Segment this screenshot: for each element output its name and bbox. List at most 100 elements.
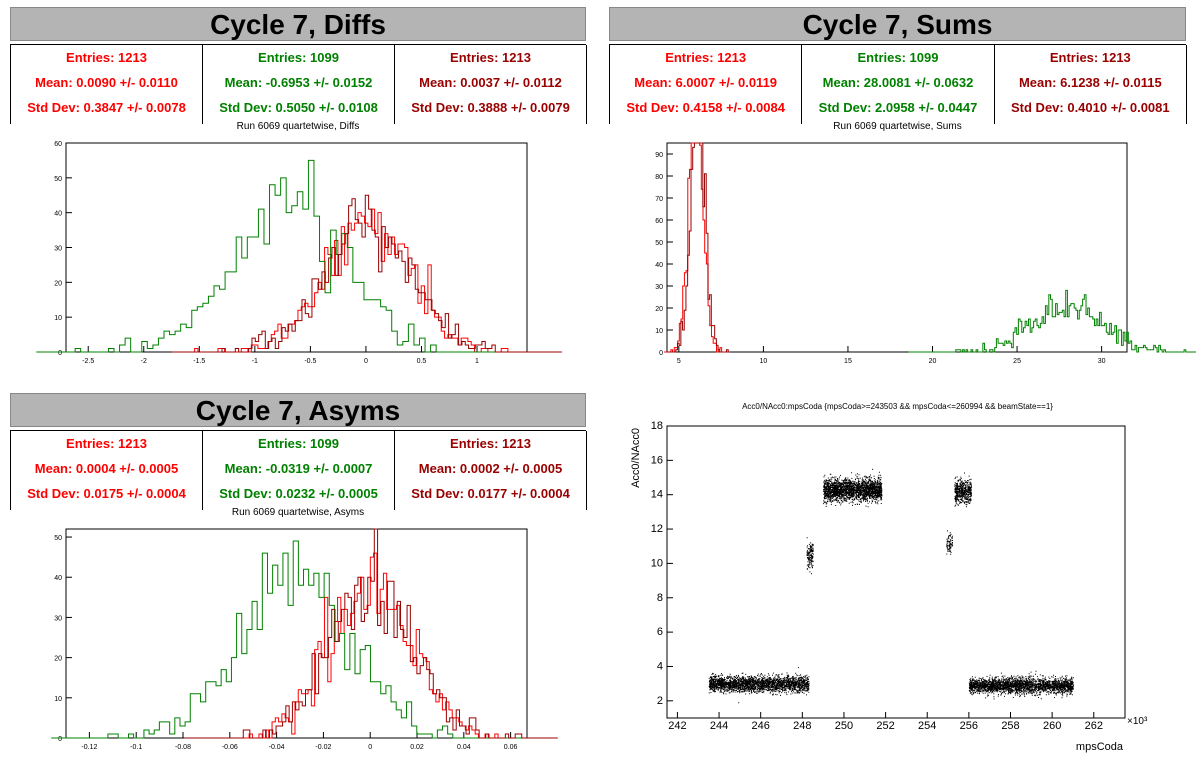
y-tick-label: 80 bbox=[655, 174, 663, 181]
stat-std: Std Dev: 2.0958 +/- 0.0447 bbox=[818, 100, 978, 115]
y-tick-label: 0 bbox=[58, 350, 62, 357]
stat-std: Std Dev: 0.0232 +/- 0.0005 bbox=[219, 486, 378, 501]
y-tick-label: 40 bbox=[655, 262, 663, 269]
y-axis-label: Acc0/NAcc0 bbox=[630, 428, 642, 488]
histogram-series-green bbox=[51, 540, 541, 739]
plot-frame bbox=[666, 142, 1128, 353]
x-axis-label: mpsCoda bbox=[1076, 741, 1124, 753]
stat-std: Std Dev: 0.4010 +/- 0.0081 bbox=[1011, 100, 1170, 115]
plot-frame bbox=[65, 528, 528, 739]
stat-entries: Entries: 1213 bbox=[450, 436, 531, 451]
asyms-panel: Cycle 7, Asyms Entries: 1213 Mean: 0.000… bbox=[10, 393, 587, 763]
y-tick-label: 2 bbox=[657, 695, 663, 707]
y-tick-label: 60 bbox=[655, 218, 663, 225]
y-tick-label: 70 bbox=[655, 196, 663, 203]
x-tick-label: 0.02 bbox=[410, 744, 424, 751]
asyms-subtitle: Run 6069 quartetwise, Asyms bbox=[231, 507, 365, 518]
x-tick-label: -1.5 bbox=[193, 358, 205, 365]
y-tick-label: 50 bbox=[655, 240, 663, 247]
sums-subtitle: Run 6069 quartetwise, Sums bbox=[833, 121, 962, 132]
x-tick-label: 254 bbox=[918, 720, 936, 732]
plot-frame bbox=[666, 425, 1126, 719]
x-tick-label: -0.1 bbox=[130, 744, 142, 751]
stat-std: Std Dev: 0.4158 +/- 0.0084 bbox=[626, 100, 785, 115]
x-tick-label: 246 bbox=[752, 720, 770, 732]
y-tick-label: 6 bbox=[657, 626, 663, 638]
diffs-title: Cycle 7, Diffs bbox=[10, 7, 586, 41]
x-tick-label: 15 bbox=[844, 358, 852, 365]
y-tick-label: 10 bbox=[655, 328, 663, 335]
histogram-series-dred bbox=[667, 142, 730, 353]
y-tick-label: 8 bbox=[657, 592, 663, 604]
sums-panel: Cycle 7, Sums Entries: 1213 Mean: 6.0007… bbox=[609, 7, 1187, 377]
x-tick-label: -0.5 bbox=[304, 358, 316, 365]
stat-entries: Entries: 1213 bbox=[66, 436, 147, 451]
scatter-points bbox=[806, 537, 814, 575]
stat-mean: Mean: -0.6953 +/- 0.0152 bbox=[224, 75, 373, 90]
scatter-points bbox=[708, 667, 810, 704]
y-tick-label: 20 bbox=[54, 656, 62, 663]
x-tick-label: 10 bbox=[759, 358, 767, 365]
stat-mean: Mean: 28.0081 +/- 0.0632 bbox=[822, 75, 974, 90]
diffs-stats-box: Entries: 1213 Mean: 0.0090 +/- 0.0110 St… bbox=[10, 44, 587, 124]
x-tick-label: 30 bbox=[1098, 358, 1106, 365]
asyms-histogram: -0.12 -0.1 -0.08 -0.06 -0.04 -0.02 0 0.02 0.04 0.… bbox=[51, 528, 558, 751]
y-tick-label: 10 bbox=[54, 696, 62, 703]
y-tick-label: 40 bbox=[54, 575, 62, 582]
stat-entries: Entries: 1213 bbox=[450, 50, 531, 65]
scatter-points bbox=[946, 530, 954, 555]
x-tick-label: -0.06 bbox=[222, 744, 238, 751]
histogram-series-dred bbox=[184, 528, 558, 739]
y-tick-label: 60 bbox=[54, 141, 62, 148]
asyms-stats-green: Entries: 1099 Mean: -0.0319 +/- 0.0007 S… bbox=[202, 431, 395, 510]
stat-std: Std Dev: 0.0177 +/- 0.0004 bbox=[411, 486, 570, 501]
sums-title: Cycle 7, Sums bbox=[609, 7, 1186, 41]
scatter-points bbox=[968, 670, 1074, 700]
stat-std: Std Dev: 0.3888 +/- 0.0079 bbox=[411, 100, 570, 115]
diffs-stats-red: Entries: 1213 Mean: 0.0090 +/- 0.0110 St… bbox=[10, 45, 203, 124]
scatter-title: Acc0/NAcc0:mpsCoda {mpsCoda>=243503 && m… bbox=[742, 402, 1053, 411]
diffs-subtitle: Run 6069 quartetwise, Diffs bbox=[236, 121, 360, 132]
x-tick-label: -0.04 bbox=[269, 744, 285, 751]
x-tick-label: -1 bbox=[252, 358, 258, 365]
x-tick-label: 0.5 bbox=[417, 358, 427, 365]
asyms-title: Cycle 7, Asyms bbox=[10, 393, 586, 427]
stat-entries: Entries: 1213 bbox=[1049, 50, 1131, 65]
stat-entries: Entries: 1099 bbox=[857, 50, 939, 65]
scatter-points bbox=[823, 468, 883, 508]
y-tick-label: 30 bbox=[655, 284, 663, 291]
x-tick-label: 1 bbox=[475, 358, 479, 365]
stat-mean: Mean: 0.0090 +/- 0.0110 bbox=[35, 75, 178, 90]
y-tick-label: 0 bbox=[58, 736, 62, 743]
y-tick-label: 14 bbox=[651, 489, 663, 501]
x-tick-label: 258 bbox=[1001, 720, 1019, 732]
stat-std: Std Dev: 0.5050 +/- 0.0108 bbox=[219, 100, 378, 115]
x-tick-label: 0 bbox=[364, 358, 368, 365]
asyms-stats-darkred: Entries: 1213 Mean: 0.0002 +/- 0.0005 St… bbox=[394, 431, 587, 510]
x-tick-label: 0 bbox=[368, 744, 372, 751]
x-tick-label: 5 bbox=[677, 358, 681, 365]
y-tick-label: 20 bbox=[655, 306, 663, 313]
asyms-stats-box: Entries: 1213 Mean: 0.0004 +/- 0.0005 St… bbox=[10, 430, 587, 510]
x-tick-label: 25 bbox=[1013, 358, 1021, 365]
stat-mean: Mean: 6.1238 +/- 0.0115 bbox=[1018, 75, 1162, 90]
stat-mean: Mean: 0.0004 +/- 0.0005 bbox=[34, 461, 179, 476]
x-tick-label: 260 bbox=[1043, 720, 1061, 732]
diffs-panel: Cycle 7, Diffs Entries: 1213 Mean: 0.009… bbox=[10, 7, 587, 377]
x-tick-label: -0.12 bbox=[81, 744, 97, 751]
x-tick-label: 250 bbox=[835, 720, 853, 732]
x-tick-label: 252 bbox=[876, 720, 894, 732]
y-tick-label: 4 bbox=[657, 660, 663, 672]
y-tick-label: 50 bbox=[54, 535, 62, 542]
x-tick-label: 248 bbox=[793, 720, 811, 732]
histogram-series-red bbox=[186, 552, 558, 739]
histogram-series-green bbox=[908, 289, 1196, 353]
y-tick-label: 30 bbox=[54, 246, 62, 253]
y-tick-label: 10 bbox=[54, 315, 62, 322]
sums-histogram: 5 10 15 20 25 30 0 10 20 30 40 50 60 70 80 90 bbox=[655, 142, 1196, 365]
histogram-series-green bbox=[36, 159, 542, 353]
sums-stats-box: Entries: 1213 Mean: 6.0007 +/- 0.0119 St… bbox=[609, 44, 1187, 124]
x-tick-label: 0.06 bbox=[504, 744, 518, 751]
x-tick-label: 256 bbox=[960, 720, 978, 732]
